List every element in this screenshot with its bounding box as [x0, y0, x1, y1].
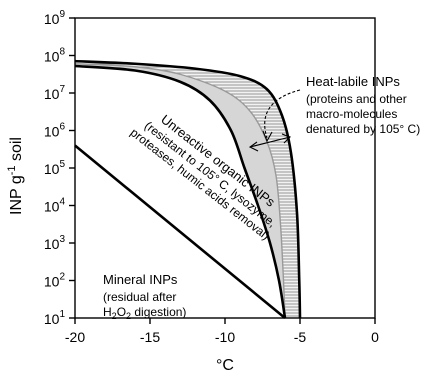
span-arrowhead-right	[281, 133, 291, 144]
heat-labile-line-3: denatured by 105° C)	[306, 122, 420, 136]
y-tick-label: 104	[44, 197, 66, 215]
mineral-inp-line	[74, 144, 286, 320]
mineral-line-2: H2O2 digestion)	[103, 305, 186, 321]
unheated-lower-curve	[74, 63, 286, 319]
mineral-line-1: (residual after	[103, 290, 176, 304]
x-axis-label: °C	[216, 357, 234, 373]
x-axis-ticks: -20 -15 -10 -5 0	[65, 318, 379, 345]
x-tick-label: -10	[215, 329, 235, 345]
y-tick-label: 105	[44, 159, 66, 177]
mineral-title: Mineral INPs	[103, 272, 178, 287]
y-tick-label: 108	[44, 47, 66, 65]
y-axis-label: INP g-1 soil	[6, 137, 25, 215]
y-tick-label: 109	[44, 9, 66, 27]
heat-labile-line-2: macro-molecules	[306, 107, 397, 121]
y-tick-label: 103	[44, 234, 66, 252]
heat-labile-span-arrow	[249, 136, 291, 148]
heated-gap-fill	[75, 63, 285, 318]
heat-labile-pointer-head	[262, 130, 273, 143]
x-tick-label: -5	[294, 329, 307, 345]
y-tick-label: 107	[44, 84, 66, 102]
x-tick-label: -15	[140, 329, 160, 345]
x-tick-label: -20	[65, 329, 85, 345]
x-tick-label: 0	[371, 329, 379, 345]
y-tick-label: 101	[44, 309, 66, 327]
total-inp-curve	[74, 59, 302, 319]
y-tick-label: 106	[44, 122, 66, 140]
span-arrowhead-left	[248, 141, 259, 152]
heat-labile-pointer-arc	[264, 89, 301, 139]
heat-labile-line-1: (proteins and other	[306, 92, 407, 106]
heated-inp-curve	[74, 64, 287, 319]
y-axis-ticks: 101 102 103 104 105 106 107 108 109	[44, 9, 75, 327]
heat-labile-title: Heat-labile INPs	[306, 74, 400, 89]
y-tick-label: 102	[44, 272, 66, 290]
